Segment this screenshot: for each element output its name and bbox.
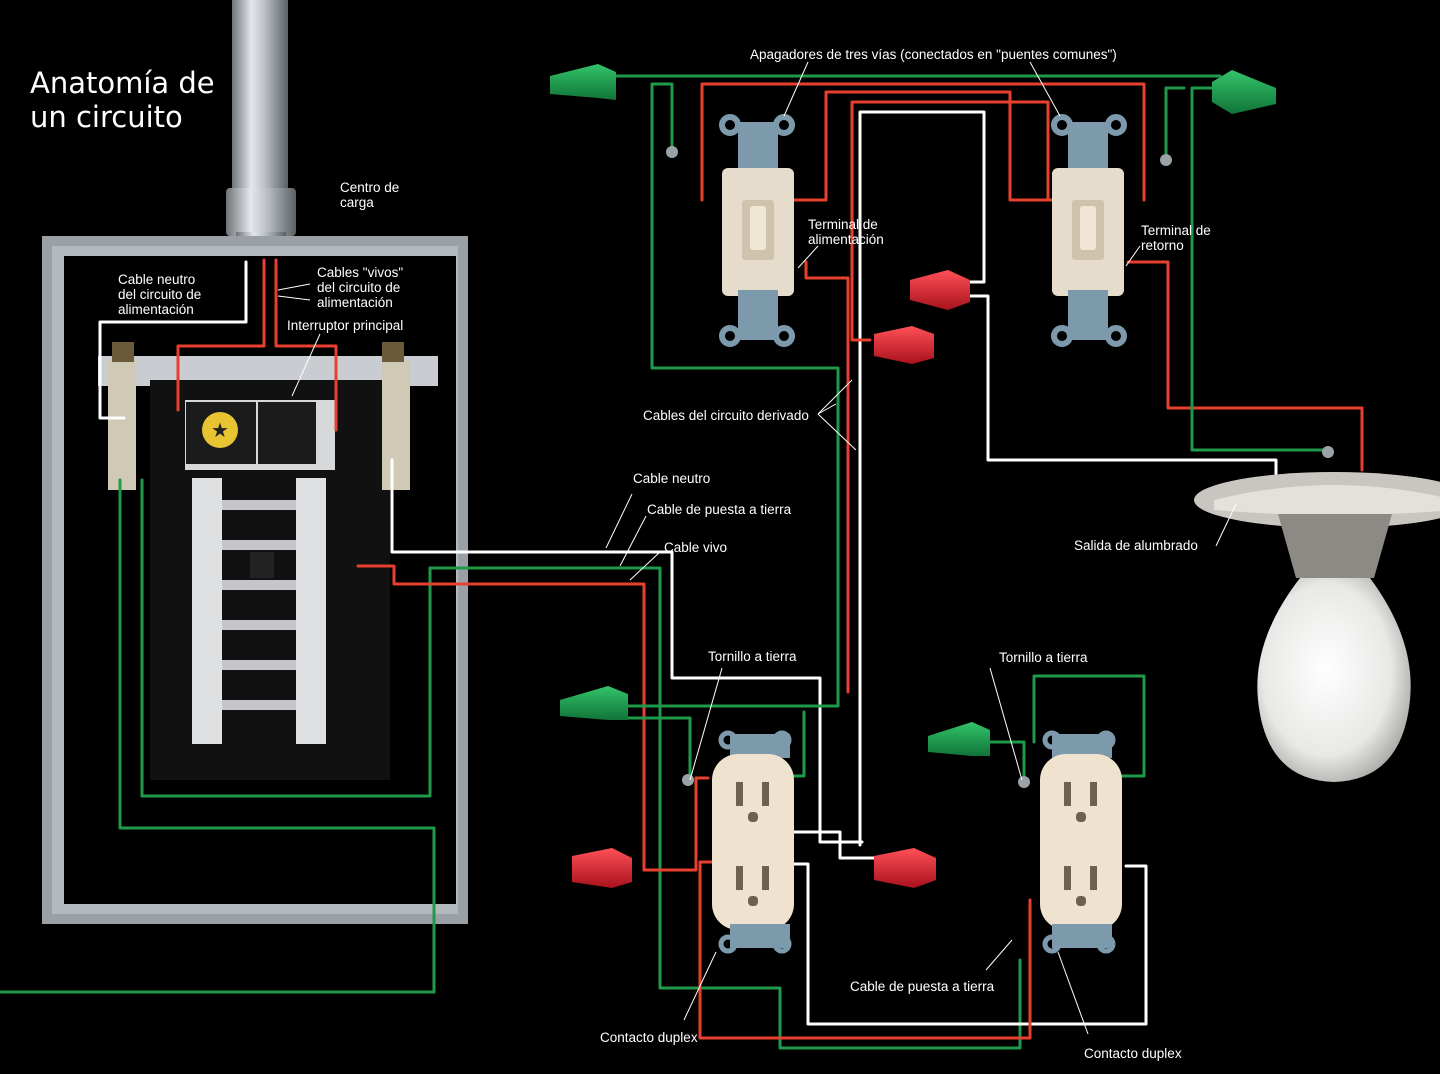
wire-nut-green-3 — [560, 686, 628, 720]
label-cable-neutro-alimentacion: Cable neutro del circuito de alimentació… — [118, 272, 202, 317]
wire-nut-green-1 — [550, 64, 616, 100]
label-terminal-retorno: Terminal de retorno — [1141, 223, 1211, 253]
light-bulb — [1257, 578, 1411, 782]
label-interruptor-principal: Interruptor principal — [287, 318, 404, 333]
svg-text:★: ★ — [211, 420, 229, 442]
wire-nut-red-4 — [874, 848, 936, 888]
leader-lines — [277, 61, 1237, 1035]
wires — [0, 74, 1364, 1050]
label-centro-carga: Centro de carga — [340, 180, 400, 210]
label-cable-puesta-tierra-2: Cable de puesta a tierra — [850, 979, 995, 994]
wire-nut-red-1 — [910, 270, 970, 310]
conduit — [226, 0, 296, 260]
wire-nut-red-2 — [874, 326, 934, 364]
wire-nut-green-2 — [1212, 70, 1276, 114]
three-way-switch-right — [1051, 114, 1127, 347]
diagram-title: Anatomía de un circuito — [30, 66, 215, 134]
label-apagadores: Apagadores de tres vías (conectados en "… — [750, 47, 1117, 62]
wire-nut-green-4 — [928, 722, 990, 756]
label-salida-alumbrado: Salida de alumbrado — [1074, 538, 1198, 553]
neutral-bars — [108, 342, 410, 490]
ground-screw-5 — [1018, 776, 1030, 788]
ground-screw-4 — [682, 774, 694, 786]
ground-screw-1 — [666, 146, 678, 158]
label-cables-vivos: Cables "vivos" del circuito de alimentac… — [317, 265, 404, 310]
label-cable-puesta-tierra-1: Cable de puesta a tierra — [647, 502, 792, 517]
bus-bars — [192, 478, 326, 744]
load-center-panel: ★ — [42, 236, 468, 924]
label-cables-circuito-derivado: Cables del circuito derivado — [643, 408, 809, 423]
label-tornillo-tierra-2: Tornillo a tierra — [999, 650, 1088, 665]
wire-nut-red-3 — [572, 848, 632, 888]
label-cable-vivo: Cable vivo — [664, 540, 728, 555]
label-cable-neutro: Cable neutro — [633, 471, 711, 486]
duplex-outlet-right — [1040, 730, 1122, 954]
ground-screw-2 — [1160, 154, 1172, 166]
light-fixture — [1194, 472, 1440, 782]
three-way-switch-left — [719, 114, 795, 347]
duplex-outlet-left — [712, 730, 794, 954]
main-breaker: ★ — [186, 402, 316, 464]
label-tornillo-tierra-1: Tornillo a tierra — [708, 649, 797, 664]
label-contacto-duplex-2: Contacto duplex — [1084, 1046, 1182, 1061]
label-contacto-duplex-1: Contacto duplex — [600, 1030, 698, 1045]
label-terminal-alimentacion: Terminal de alimentación — [808, 217, 884, 247]
ground-screw-3 — [1322, 446, 1334, 458]
